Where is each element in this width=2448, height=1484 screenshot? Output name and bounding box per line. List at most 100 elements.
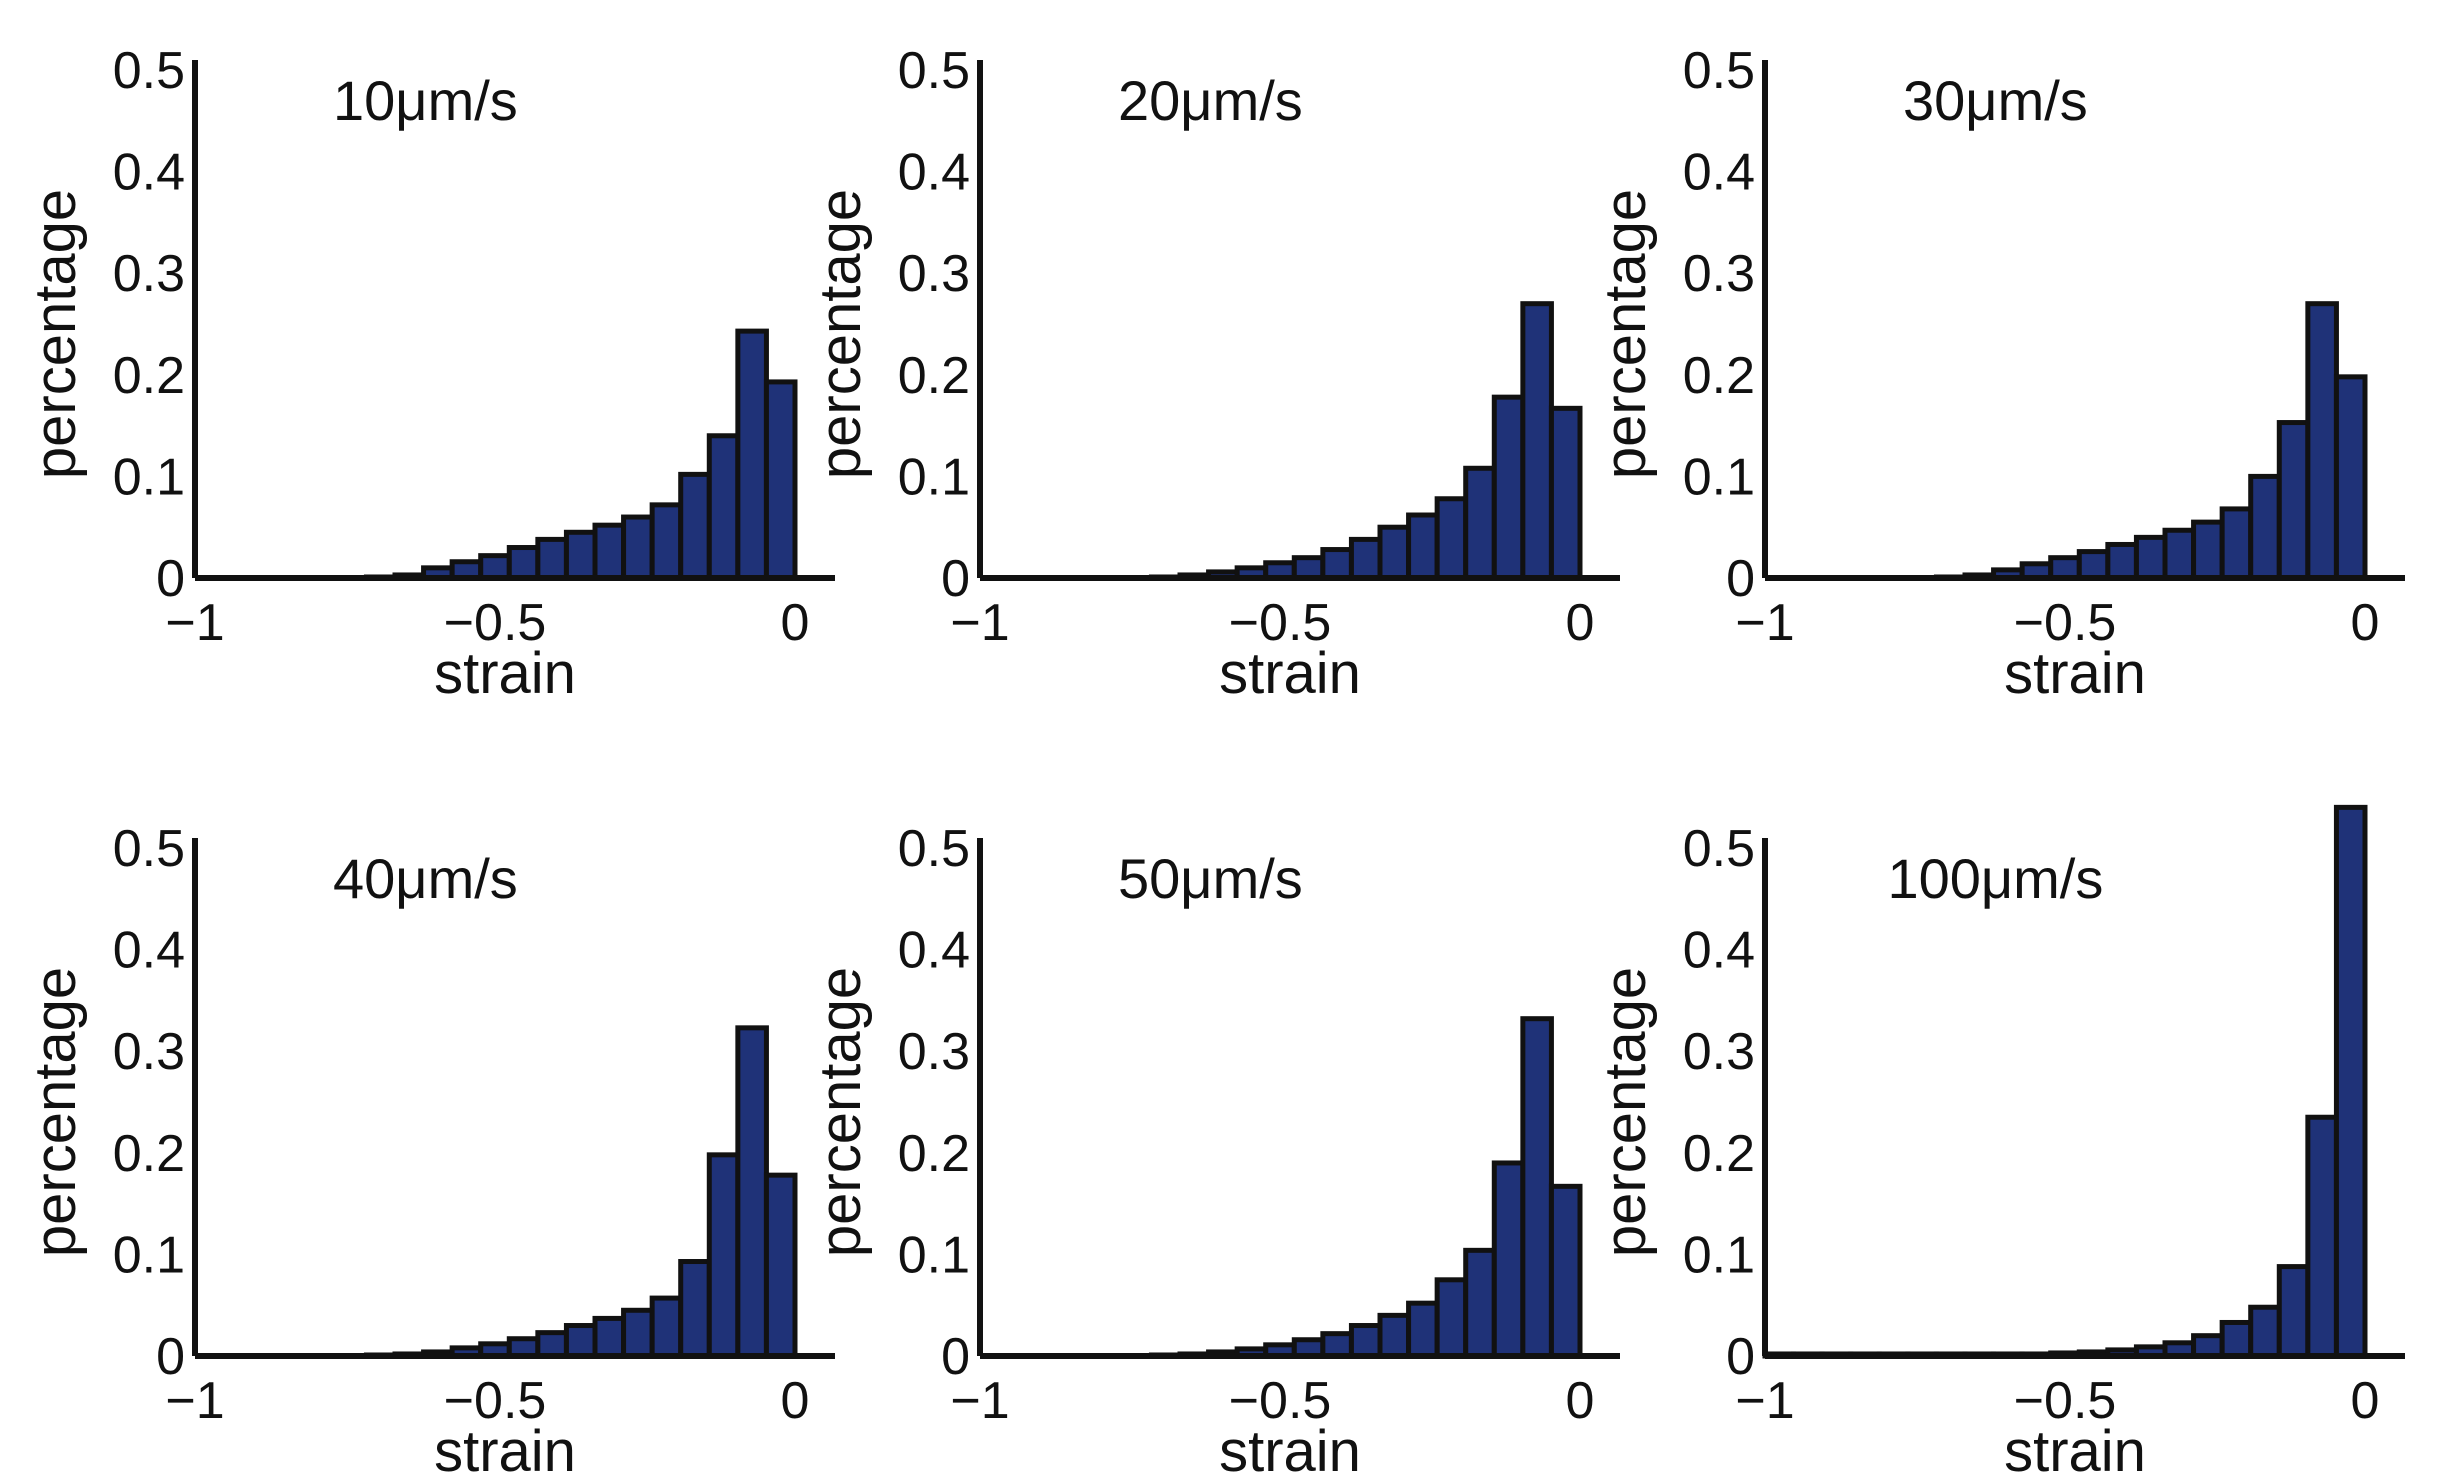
y-axis-title: percentage: [1593, 967, 1658, 1257]
y-tick-label: 0.2: [898, 1125, 970, 1183]
y-tick-label: 0.3: [898, 245, 970, 303]
bar-4-17: [649, 1295, 684, 1359]
y-tick-label: 0.2: [113, 1125, 185, 1183]
x-tick-label: 0: [2351, 1372, 2380, 1430]
y-axis-title: percentage: [1593, 189, 1658, 479]
panel-title: 40μm/s: [333, 847, 518, 910]
y-tick-label: 0: [941, 550, 970, 608]
bar-4-16: [621, 1307, 655, 1359]
bar-5-19: [1491, 1160, 1526, 1359]
bar-2-18: [1463, 465, 1497, 581]
y-axis-title: percentage: [808, 189, 873, 479]
y-tick-label: 0: [941, 1328, 970, 1386]
y-tick-label: 0.5: [1683, 820, 1755, 878]
panel-title: 50μm/s: [1118, 847, 1303, 910]
y-tick-label: 0.5: [113, 820, 185, 878]
x-tick-label: −1: [165, 1372, 224, 1430]
y-tick-label: 0.1: [1683, 448, 1755, 506]
y-tick-label: 0.1: [898, 448, 970, 506]
bar-2-14: [1348, 536, 1383, 581]
x-tick-label: −0.5: [1229, 1372, 1332, 1430]
y-tick-label: 0.4: [113, 922, 185, 980]
bar-3-13: [2105, 541, 2139, 581]
bar-6-16: [2191, 1333, 2225, 1359]
y-tick-label: 0.4: [113, 144, 185, 202]
y-tick-label: 0.4: [1683, 922, 1755, 980]
x-axis-title: strain: [434, 641, 576, 706]
x-tick-label: 0: [781, 594, 810, 652]
bar-3-11: [2048, 555, 2082, 581]
x-tick-label: 0: [2351, 594, 2380, 652]
y-tick-label: 0.1: [1683, 1226, 1755, 1284]
bar-1-12: [506, 545, 541, 581]
bar-2-21: [1548, 405, 1583, 581]
x-tick-label: −1: [1735, 594, 1794, 652]
y-axis-title: percentage: [23, 189, 88, 479]
y-tick-label: 0.3: [1683, 1023, 1755, 1081]
y-tick-label: 0.1: [113, 1226, 185, 1284]
bar-5-16: [1406, 1300, 1440, 1359]
bar-2-19: [1491, 394, 1526, 581]
bar-4-20: [735, 1025, 769, 1359]
bar-3-18: [2248, 473, 2282, 581]
x-tick-label: −1: [950, 594, 1009, 652]
chart-panel-6: 0 0.1 0.2 0.3 0.4 0.5 −1 −0.5 0 strain percentage 1…: [1593, 804, 2405, 1484]
x-tick-label: 0: [1566, 1372, 1595, 1430]
bar-1-17: [649, 502, 684, 581]
x-tick-label: −0.5: [1229, 594, 1332, 652]
bar-2-13: [1320, 547, 1354, 581]
y-tick-label: 0: [1726, 1328, 1755, 1386]
bar-1-13: [535, 536, 569, 581]
x-tick-label: 0: [1566, 594, 1595, 652]
y-tick-label: 0.3: [898, 1023, 970, 1081]
bar-6-20: [2305, 1114, 2339, 1359]
bar-2-20: [1520, 301, 1554, 581]
bar-3-21: [2333, 374, 2368, 581]
chart-panel-3: 0 0.1 0.2 0.3 0.4 0.5 −1 −0.5 0 strain percentage 3…: [1593, 42, 2405, 706]
bar-1-15: [592, 522, 627, 581]
chart-panel-1: 0 0.1 0.2 0.3 0.4 0.5 −1 −0.5 0 strain percentage 1…: [23, 42, 835, 706]
bar-3-16: [2191, 519, 2225, 581]
bar-5-21: [1548, 1183, 1583, 1359]
bar-1-16: [621, 514, 655, 581]
bar-3-14: [2133, 534, 2168, 581]
y-tick-label: 0.3: [113, 245, 185, 303]
y-axis-title: percentage: [808, 967, 873, 1257]
bar-6-19: [2276, 1264, 2311, 1359]
x-tick-label: 0: [781, 1372, 810, 1430]
y-tick-label: 0.5: [113, 42, 185, 100]
bar-1-14: [563, 529, 598, 581]
bar-2-15: [1377, 524, 1412, 581]
y-axis-title: percentage: [23, 967, 88, 1257]
bar-3-19: [2276, 420, 2311, 581]
bar-6-18: [2248, 1304, 2282, 1359]
y-tick-label: 0.5: [1683, 42, 1755, 100]
bar-4-21: [763, 1172, 798, 1359]
bar-2-16: [1406, 512, 1440, 581]
y-tick-label: 0.3: [113, 1023, 185, 1081]
bar-5-13: [1320, 1331, 1354, 1359]
bar-4-19: [706, 1152, 741, 1359]
chart-panel-5: 0 0.1 0.2 0.3 0.4 0.5 −1 −0.5 0 strain percentage 5…: [808, 820, 1620, 1484]
x-tick-label: −1: [165, 594, 224, 652]
y-tick-label: 0.2: [1683, 1125, 1755, 1183]
bar-5-20: [1520, 1016, 1554, 1359]
y-tick-label: 0: [156, 550, 185, 608]
x-tick-label: −0.5: [444, 594, 547, 652]
x-tick-label: −0.5: [2014, 594, 2117, 652]
bar-3-12: [2076, 549, 2111, 581]
bar-2-17: [1434, 496, 1469, 581]
chart-panel-4: 0 0.1 0.2 0.3 0.4 0.5 −1 −0.5 0 strain percentage 4…: [23, 820, 835, 1484]
x-axis-title: strain: [434, 1419, 576, 1484]
bar-5-15: [1377, 1312, 1412, 1359]
panel-title: 10μm/s: [333, 69, 518, 132]
bar-5-18: [1463, 1247, 1497, 1359]
panel-title: 30μm/s: [1903, 69, 2088, 132]
bar-4-18: [678, 1259, 712, 1359]
x-axis-title: strain: [1219, 641, 1361, 706]
y-tick-label: 0.4: [898, 144, 970, 202]
y-tick-label: 0: [1726, 550, 1755, 608]
bar-1-20: [735, 328, 769, 581]
y-tick-label: 0.1: [113, 448, 185, 506]
